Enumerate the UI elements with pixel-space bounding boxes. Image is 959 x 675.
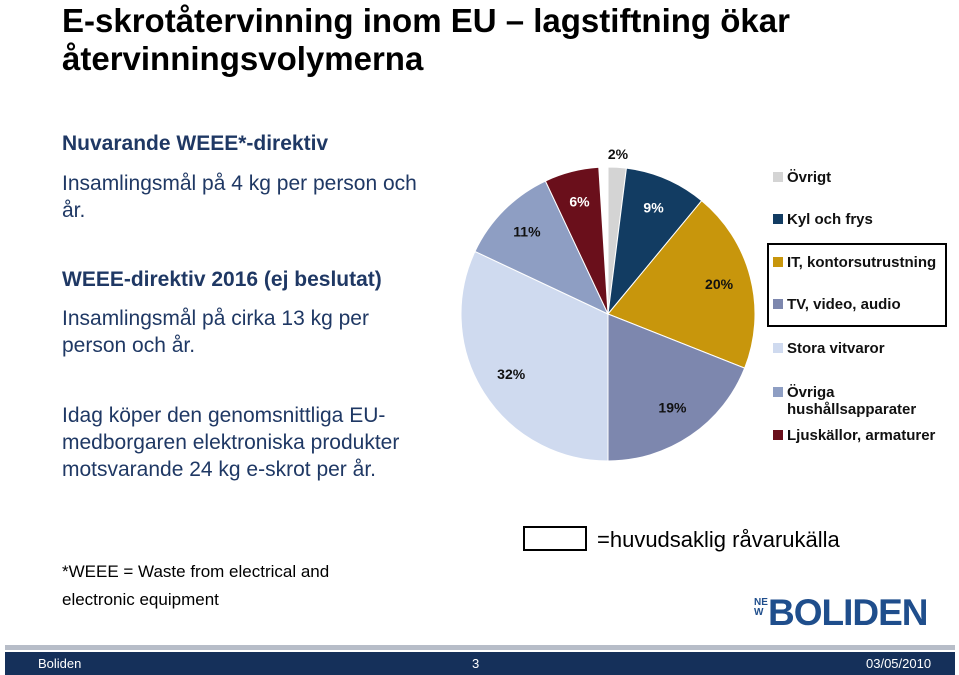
data-label: 6% [569, 194, 590, 210]
legend-entry: Övrigt [773, 169, 957, 186]
legend-label: Övrigt [787, 169, 832, 186]
legend-entry: Stora vitvaror [773, 340, 957, 357]
legend-entry: Övriga hushållsapparater [773, 384, 957, 418]
footer-bar [5, 652, 955, 675]
legend-swatch [773, 343, 783, 353]
data-label: 2% [608, 146, 629, 162]
data-label: 20% [705, 276, 734, 292]
legend-label: IT, kontorsutrustning [787, 254, 937, 271]
pie-slice [460, 250, 609, 462]
legend-entry: TV, video, audio [773, 296, 957, 313]
legend-swatch [773, 257, 783, 267]
legend-label: TV, video, audio [787, 296, 901, 313]
pie-slice [607, 313, 746, 462]
pie-slice [607, 200, 756, 369]
legend-entry: IT, kontorsutrustning [773, 254, 957, 271]
legend-label: Kyl och frys [787, 211, 873, 228]
data-label: 32% [497, 366, 526, 382]
box-sample [523, 526, 587, 551]
heading: WEEE-direktiv 2016 (ej beslutat) [62, 268, 382, 291]
footer-left: Boliden [38, 656, 82, 671]
footer-line [5, 645, 955, 650]
legend-label: Ljuskällor, armaturer [787, 427, 936, 444]
legend-entry: Ljuskällor, armaturer [773, 427, 957, 444]
logo-prefix: NEW [754, 597, 768, 618]
pie-slice [544, 166, 609, 315]
data-label: 9% [643, 199, 664, 215]
legend-label: Stora vitvaror [787, 340, 885, 357]
pie-slice [607, 167, 703, 316]
box-note: =huvudsaklig råvarukälla [597, 527, 840, 552]
legend-swatch [773, 299, 783, 309]
legend-label: Övriga hushållsapparater [787, 384, 917, 418]
text: Insamlingsmål på 4 kg per person och år. [62, 172, 417, 222]
footer-date: 03/05/2010 [866, 656, 932, 671]
pie-slice [474, 180, 610, 316]
legend-swatch [773, 172, 783, 182]
data-label: 11% [513, 224, 541, 240]
text: Insamlingsmål på cirka 13 kg per person … [62, 307, 369, 357]
legend-swatch [773, 387, 783, 397]
logo: BOLIDEN [768, 592, 928, 633]
footnote: *WEEE = Waste from electrical and electr… [62, 562, 330, 609]
text: Idag köper den genomsnittliga EU-medborg… [62, 404, 400, 481]
highlight-box [767, 243, 947, 327]
title: E-skrotåtervinning inom EU – lagstiftnin… [62, 2, 790, 77]
page-number: 3 [472, 656, 480, 671]
legend-swatch [773, 430, 783, 440]
heading: Nuvarande WEEE*-direktiv [62, 132, 329, 155]
legend-swatch [773, 214, 783, 224]
data-label: 19% [658, 400, 687, 416]
legend-entry: Kyl och frys [773, 211, 957, 228]
